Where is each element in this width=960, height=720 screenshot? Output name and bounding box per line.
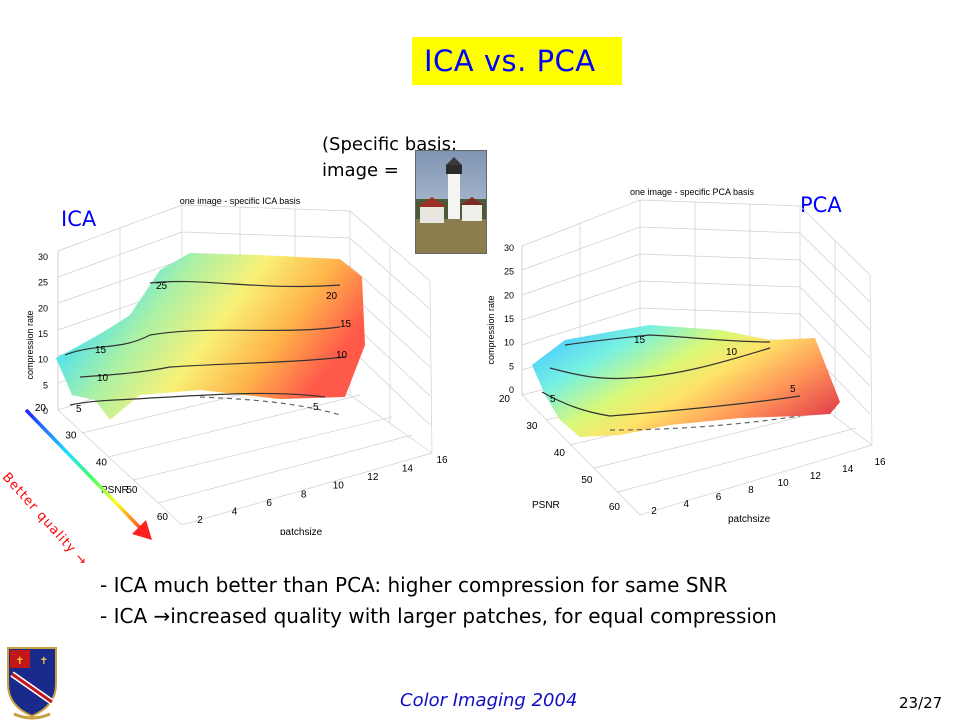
arrow-right-icon: → — [153, 604, 171, 628]
x-tick-label: 6 — [266, 498, 272, 509]
slide-title: ICA vs. PCA — [412, 37, 622, 85]
z-tick-label: 0 — [509, 385, 514, 395]
gradient-arrow-icon — [24, 408, 152, 540]
y-tick-label: 20 — [35, 403, 47, 414]
x-axis-label: patchsize — [280, 527, 323, 535]
ica-contours — [64, 280, 346, 416]
z-tick-label: 30 — [504, 243, 514, 253]
basis-note-line1: (Specific basis: — [322, 134, 458, 155]
contour-label: 10 — [336, 350, 348, 361]
pca-surface-chart: one image - specific PCA basis 15 10 5 5… — [486, 187, 886, 525]
z-tick-label: 15 — [38, 329, 48, 339]
x-tick-label: 16 — [874, 457, 886, 468]
bullet-list: - ICA much better than PCA: higher compr… — [100, 570, 777, 632]
bullet-item: - ICA much better than PCA: higher compr… — [100, 573, 728, 597]
z-tick-label: 5 — [43, 380, 48, 390]
contour-label: 5 — [550, 394, 556, 405]
contour-label: 5 — [313, 402, 319, 413]
contour-label: 15 — [95, 345, 107, 356]
y-tick-label: 50 — [126, 485, 138, 496]
university-crest-icon: ✝ ✝ — [7, 647, 57, 720]
ica-surface-chart: one image - specific ICA basis 25 20 — [25, 196, 448, 535]
z-tick-label: 25 — [504, 267, 514, 277]
x-tick-label: 6 — [716, 492, 722, 503]
chart-title: one image - specific PCA basis — [630, 187, 755, 197]
x-tick-label: 14 — [402, 464, 414, 475]
y-tick-label: 60 — [157, 512, 169, 523]
x-tick-label: 4 — [232, 506, 238, 517]
y-tick-label: 40 — [554, 448, 566, 459]
y-axis-label: PSNR — [532, 500, 560, 511]
basis-note-prefix: image = — [322, 160, 399, 181]
basis-note: (Specific basis: image = ) — [322, 132, 486, 184]
contour-label: 15 — [634, 335, 646, 346]
x-tick-label: 16 — [436, 455, 448, 466]
x-tick-label: 8 — [748, 485, 754, 496]
z-tick-label: 20 — [504, 290, 514, 300]
x-tick-label: 2 — [197, 515, 203, 526]
page-number: 23/27 — [899, 694, 943, 712]
contour-label: 20 — [326, 291, 338, 302]
z-axis-label: compression rate — [25, 310, 35, 379]
contour-label: 10 — [97, 373, 109, 384]
y-tick-label: 30 — [526, 421, 538, 432]
y-tick-label: 30 — [65, 430, 77, 441]
contour-label: 15 — [340, 319, 352, 330]
z-tick-label: 5 — [509, 361, 514, 371]
z-tick-label: 0 — [43, 406, 48, 416]
lighthouse-photo-icon — [415, 150, 487, 254]
x-tick-label: 12 — [810, 471, 822, 482]
pca-surface — [532, 325, 840, 437]
x-tick-label: 10 — [778, 478, 790, 489]
x-axis-label: patchsize — [728, 514, 771, 525]
contour-label: 5 — [76, 404, 82, 415]
x-tick-label: 10 — [333, 481, 345, 492]
contour-label: 10 — [726, 347, 738, 358]
ica-label: ICA — [61, 207, 97, 231]
chart-title: one image - specific ICA basis — [180, 196, 301, 206]
z-axis-label: compression rate — [486, 295, 496, 364]
x-tick-label: 14 — [842, 464, 854, 475]
slide-title-text: ICA vs. PCA — [424, 44, 596, 78]
x-tick-label: 2 — [651, 506, 657, 517]
z-tick-label: 15 — [504, 314, 514, 324]
svg-text:✝: ✝ — [40, 656, 48, 667]
contour-label: 5 — [790, 384, 796, 395]
y-tick-label: 60 — [609, 502, 621, 513]
contour-label: 25 — [156, 281, 168, 292]
x-tick-label: 8 — [301, 489, 307, 500]
footer-text: Color Imaging 2004 — [400, 690, 578, 711]
arrow-right-icon: → — [71, 550, 91, 570]
bullet-item: - ICA →increased quality with larger pat… — [100, 604, 777, 628]
svg-text:✝: ✝ — [16, 656, 24, 667]
z-tick-label: 25 — [38, 278, 48, 288]
z-tick-label: 10 — [504, 338, 514, 348]
y-tick-label: 50 — [581, 475, 593, 486]
x-tick-label: 4 — [684, 499, 690, 510]
y-tick-label: 20 — [499, 394, 511, 405]
ica-surface — [56, 253, 365, 420]
y-axis-label: PSNR — [101, 485, 129, 496]
z-tick-label: 20 — [38, 303, 48, 313]
x-tick-label: 12 — [367, 472, 379, 483]
z-tick-label: 10 — [38, 355, 48, 365]
y-tick-label: 40 — [96, 458, 108, 469]
pca-contours — [541, 334, 801, 431]
z-tick-label: 30 — [38, 252, 48, 262]
